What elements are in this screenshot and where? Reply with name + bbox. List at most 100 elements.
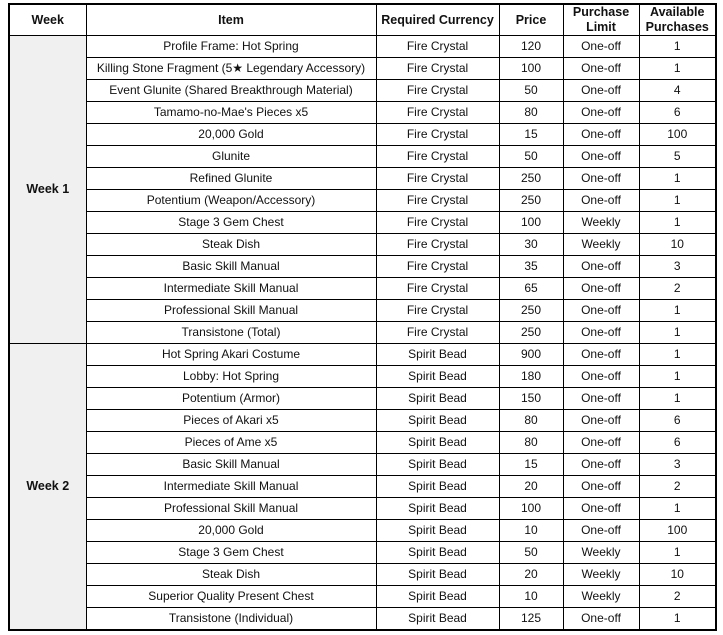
item-cell: 20,000 Gold (85, 519, 377, 542)
currency-cell: Fire Crystal (375, 189, 500, 212)
table-row: 20,000 Gold Spirit Bead 10 One-off 100 (9, 519, 717, 542)
table-row: Intermediate Skill Manual Fire Crystal 65 O… (9, 277, 717, 300)
currency-cell: Spirit Bead (375, 585, 500, 608)
price-cell: 30 (498, 233, 564, 256)
price-cell: 150 (498, 387, 564, 410)
price-cell: 10 (498, 519, 564, 542)
table-row: Transistone (Individual) Spirit Bead 125 On… (9, 607, 717, 631)
limit-cell: One-off (562, 255, 640, 278)
header-price: Price (498, 3, 564, 36)
available-cell: 100 (638, 123, 717, 146)
table-row: Week 2 Hot Spring Akari Costume Spirit Bea… (8, 343, 717, 631)
currency-cell: Spirit Bead (375, 343, 500, 366)
table-row: Week 1 Profile Frame: Hot Spring Fire Crys… (8, 35, 717, 344)
item-cell: Stage 3 Gem Chest (85, 211, 377, 234)
item-cell: Pieces of Akari x5 (85, 409, 377, 432)
table-row: Potentium (Weapon/Accessory) Fire Crystal… (9, 189, 717, 212)
price-cell: 100 (498, 497, 564, 520)
limit-cell: Weekly (562, 233, 640, 256)
limit-cell: Weekly (562, 585, 640, 608)
table-row: Pieces of Ame x5 Spirit Bead 80 One-off 6 (9, 431, 717, 454)
item-cell: Potentium (Weapon/Accessory) (85, 189, 377, 212)
currency-cell: Spirit Bead (375, 541, 500, 564)
price-cell: 125 (498, 607, 564, 631)
available-cell: 1 (638, 343, 717, 366)
price-cell: 180 (498, 365, 564, 388)
item-cell: Steak Dish (85, 563, 377, 586)
limit-cell: Weekly (562, 563, 640, 586)
price-cell: 100 (498, 211, 564, 234)
limit-cell: One-off (562, 167, 640, 190)
available-cell: 1 (638, 57, 717, 80)
price-cell: 250 (498, 189, 564, 212)
available-cell: 6 (638, 101, 717, 124)
limit-cell: One-off (562, 475, 640, 498)
limit-cell: One-off (562, 123, 640, 146)
available-cell: 3 (638, 255, 717, 278)
item-cell: Professional Skill Manual (85, 299, 377, 322)
available-cell: 1 (638, 607, 717, 631)
event-shop-table: Week Item Required Currency Price Purcha… (8, 3, 717, 631)
available-cell: 1 (638, 321, 717, 344)
table-header: Week Item Required Currency Price Purcha… (8, 3, 717, 36)
table-row: Superior Quality Present Chest Spirit Bea… (9, 585, 717, 608)
item-cell: Basic Skill Manual (85, 453, 377, 476)
item-cell: Steak Dish (85, 233, 377, 256)
limit-cell: Weekly (562, 541, 640, 564)
header-item: Item (85, 3, 377, 36)
currency-cell: Fire Crystal (375, 167, 500, 190)
table-row: Intermediate Skill Manual Spirit Bead 20 On… (9, 475, 717, 498)
header-available-purchases: Available Purchases (638, 3, 717, 36)
currency-cell: Spirit Bead (375, 431, 500, 454)
currency-cell: Fire Crystal (375, 35, 500, 58)
price-cell: 80 (498, 101, 564, 124)
table-row: 20,000 Gold Fire Crystal 15 One-off 100 (9, 123, 717, 146)
price-cell: 35 (498, 255, 564, 278)
currency-cell: Fire Crystal (375, 211, 500, 234)
table-row: Lobby: Hot Spring Spirit Bead 180 One-off 1 (9, 365, 717, 388)
limit-cell: One-off (562, 299, 640, 322)
price-cell: 50 (498, 145, 564, 168)
currency-cell: Fire Crystal (375, 321, 500, 344)
limit-cell: One-off (562, 387, 640, 410)
table-row: Transistone (Total) Fire Crystal 250 One-of… (9, 321, 717, 344)
currency-cell: Fire Crystal (375, 57, 500, 80)
limit-cell: One-off (562, 79, 640, 102)
price-cell: 900 (498, 343, 564, 366)
item-cell: Basic Skill Manual (85, 255, 377, 278)
limit-cell: One-off (562, 519, 640, 542)
currency-cell: Spirit Bead (375, 497, 500, 520)
price-cell: 10 (498, 585, 564, 608)
limit-cell: One-off (562, 453, 640, 476)
table-row: Stage 3 Gem Chest Fire Crystal 100 Weekly 1 (9, 211, 717, 234)
item-cell: Refined Glunite (85, 167, 377, 190)
week-group-cell: Week 1 (8, 35, 87, 344)
item-cell: Stage 3 Gem Chest (85, 541, 377, 564)
price-cell: 20 (498, 475, 564, 498)
currency-cell: Spirit Bead (375, 453, 500, 476)
table-row: Killing Stone Fragment (5★ Legendary Acc… (9, 57, 717, 80)
week-group-cell: Week 2 (8, 343, 87, 631)
currency-cell: Spirit Bead (375, 607, 500, 631)
item-cell: Profile Frame: Hot Spring (85, 35, 377, 58)
limit-cell: One-off (562, 277, 640, 300)
limit-cell: One-off (562, 365, 640, 388)
currency-cell: Fire Crystal (375, 233, 500, 256)
available-cell: 10 (638, 233, 717, 256)
item-cell: 20,000 Gold (85, 123, 377, 146)
available-cell: 4 (638, 79, 717, 102)
item-cell: Intermediate Skill Manual (85, 475, 377, 498)
limit-cell: One-off (562, 35, 640, 58)
available-cell: 6 (638, 431, 717, 454)
table-row: Potentium (Armor) Spirit Bead 150 One-off 1 (9, 387, 717, 410)
table-row: Glunite Fire Crystal 50 One-off 5 (9, 145, 717, 168)
currency-cell: Fire Crystal (375, 123, 500, 146)
table-row: Professional Skill Manual Fire Crystal 250… (9, 299, 717, 322)
table-row: Basic Skill Manual Spirit Bead 15 One-off 3 (9, 453, 717, 476)
price-cell: 15 (498, 123, 564, 146)
table-row: Refined Glunite Fire Crystal 250 One-off 1 (9, 167, 717, 190)
available-cell: 1 (638, 365, 717, 388)
item-cell: Lobby: Hot Spring (85, 365, 377, 388)
available-cell: 5 (638, 145, 717, 168)
